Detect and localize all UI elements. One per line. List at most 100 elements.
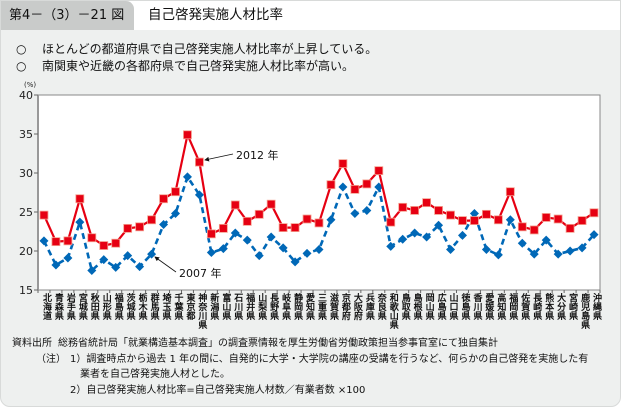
data-point-square [565,223,575,233]
figure-title: 自己啓発実施人材比率 [148,7,283,23]
note-1: 1）調査時点から過去 1 年の間に、自発的に大学・大学院の講座の受講を行うなど、… [70,354,589,365]
data-point-square [589,208,599,218]
x-tick-label: 岩手県 [64,293,75,320]
x-tick-label: 山口県 [447,293,458,320]
data-point-diamond [182,172,192,182]
x-tick-label: 大阪府 [351,293,362,320]
x-tick-label: 福井県 [244,293,255,320]
data-point-diamond [434,220,444,230]
data-point-diamond [457,230,467,240]
data-point-square [398,202,408,212]
data-point-diamond [577,243,587,253]
data-point-diamond [469,209,479,219]
data-point-square [326,180,336,190]
x-tick-label: 和歌山県 [387,293,398,329]
plot-area [37,94,601,291]
data-point-square [374,166,384,176]
data-point-diamond [39,236,49,246]
source-text: 総務省統計局「就業構造基本調査」の調査票情報を厚生労働省労働政策担当参事官室にて… [58,338,498,349]
data-point-diamond [529,249,539,259]
data-point-diamond [254,251,264,261]
data-point-square [75,194,85,204]
data-point-square [290,223,300,233]
y-tick-label: 30 [19,167,33,180]
series-2007 [39,172,599,275]
series-2012 [39,130,599,250]
x-tick-label: 富山県 [220,293,231,320]
data-point-square [350,184,360,194]
data-point-diamond [159,219,169,229]
legend-arrow-2007 [154,256,177,273]
data-point-diamond [493,250,503,260]
data-point-diamond [505,215,515,225]
legend-arrow-2012 [204,153,234,162]
data-point-square [218,223,228,233]
x-tick-label: 静岡県 [292,293,303,320]
x-tick-label: 宮崎県 [567,293,578,320]
data-point-square [517,222,527,232]
data-point-square [123,223,133,233]
data-point-square [39,210,49,220]
data-point-square [482,209,491,219]
data-point-diamond [230,228,240,238]
note-2: 2）自己啓発実施人材比率=自己啓発実施人材数／有業者数 ×100 [70,385,366,396]
notes-label: （注） [36,354,66,365]
data-point-square [135,222,145,232]
data-point-square [529,225,539,235]
x-tick-label: 長崎県 [531,293,542,320]
data-point-diamond [290,257,300,267]
data-point-diamond [326,215,336,225]
data-point-square [87,233,97,243]
data-point-square [362,179,372,189]
x-tick-label: 奈良県 [375,293,386,320]
data-point-diamond [51,260,61,270]
bullet-text: 南関東や近畿の各都府県で自己啓発実施人材比率が高い。 [42,59,355,73]
data-point-square [434,206,443,215]
data-point-square [230,200,240,210]
data-point-diamond [218,244,228,254]
x-tick-label: 三重県 [316,293,326,320]
data-point-square [338,159,348,169]
x-tick-label: 群馬県 [148,293,159,320]
data-point-diamond [87,266,97,275]
legend-label-2007: 2007 年 [179,266,222,280]
x-tick-label: 東京都 [184,293,195,320]
data-point-square [493,215,503,225]
data-point-diamond [63,253,73,263]
data-point-diamond [242,235,252,245]
data-point-diamond [481,244,491,254]
x-tick-label: 千葉県 [172,293,183,320]
source-label: 資料出所 [12,338,52,349]
bullet-text: ほとんどの都道府県で自己啓発実施人材比率が上昇している。 [42,42,378,56]
y-tick-label: 15 [19,284,33,297]
data-point-diamond [75,217,85,227]
data-point-square [147,215,156,225]
data-point-square [183,130,192,140]
data-point-diamond [302,248,312,258]
x-tick-label: 愛媛県 [483,293,494,320]
figure-number: 第4－（3）－21 図 [1,1,134,30]
data-point-diamond [278,243,288,253]
x-tick-label: 宮城県 [76,293,87,320]
x-tick-label: 大分県 [555,293,566,320]
data-point-square [51,237,61,247]
data-point-diamond [338,182,348,192]
data-point-diamond [398,234,408,244]
data-point-square [505,187,515,197]
data-point-diamond [517,238,527,248]
data-point-square [302,214,312,224]
data-point-square [242,216,252,226]
data-point-square [99,241,109,250]
x-tick-label: 鹿児島県 [579,293,590,329]
data-point-square [206,229,216,239]
data-point-diamond [565,246,575,256]
data-point-square [422,198,432,208]
data-point-diamond [362,205,372,215]
data-point-diamond [314,244,324,254]
x-tick-label: 青森県 [52,293,63,320]
x-tick-label: 島根県 [411,293,422,320]
y-tick-label: 40 [19,89,33,102]
data-point-diamond [171,209,181,219]
note-1-cont: 業者を自己啓発実施人材とした。 [80,369,230,380]
